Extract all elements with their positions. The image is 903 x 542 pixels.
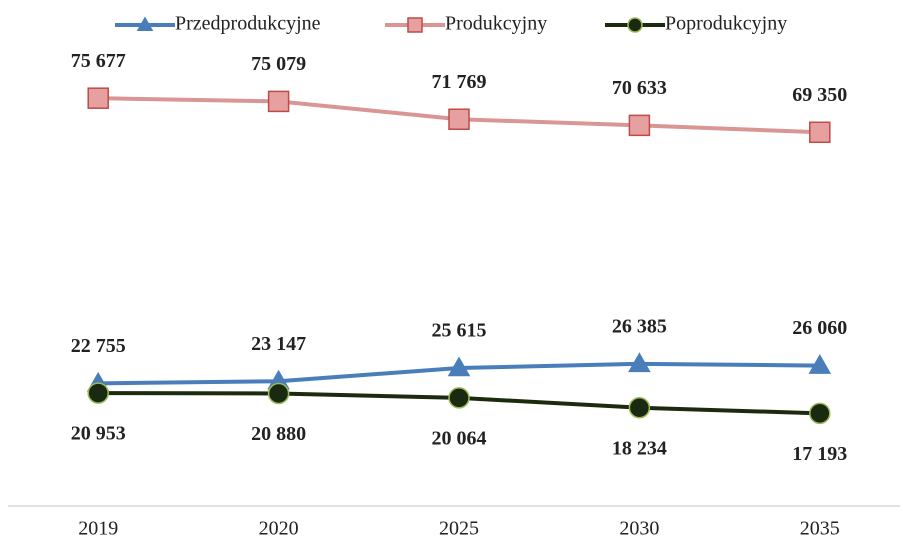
x-tick-label: 2020 <box>259 518 299 540</box>
point-marker <box>628 114 651 137</box>
value-label: 75 079 <box>251 53 306 75</box>
legend-label: Przedprodukcyjne <box>175 13 321 35</box>
value-label: 23 147 <box>251 333 306 355</box>
point-marker <box>267 90 290 113</box>
x-tick-label: 2035 <box>800 518 840 540</box>
value-label: 69 350 <box>792 84 847 106</box>
x-tick-label: 2019 <box>78 518 118 540</box>
point-marker <box>808 354 832 374</box>
legend-marker <box>627 17 643 33</box>
legend-marker <box>407 17 423 33</box>
point-marker <box>628 352 651 373</box>
value-label: 25 615 <box>432 320 487 342</box>
value-label: 17 193 <box>792 443 847 465</box>
point-marker <box>447 356 471 377</box>
value-label: 22 755 <box>71 335 126 357</box>
value-label: 20 880 <box>251 423 306 445</box>
value-label: 18 234 <box>612 437 667 459</box>
value-label: 20 064 <box>432 427 487 449</box>
value-label: 26 060 <box>792 317 847 339</box>
point-marker <box>809 121 831 144</box>
point-marker <box>448 108 470 130</box>
point-marker <box>267 382 290 405</box>
value-label: 75 677 <box>71 50 126 72</box>
value-label: 26 385 <box>612 315 667 337</box>
value-label: 70 633 <box>612 77 667 99</box>
legend-marker <box>136 16 154 31</box>
value-label: 71 769 <box>432 71 487 93</box>
point-marker <box>87 87 109 109</box>
legend-label: Poprodukcyjny <box>665 13 787 35</box>
point-marker <box>809 402 831 425</box>
value-label: 20 953 <box>71 423 126 445</box>
point-marker <box>628 396 651 419</box>
point-marker <box>87 382 109 404</box>
point-marker <box>448 387 470 409</box>
x-tick-label: 2025 <box>439 518 479 540</box>
x-tick-label: 2030 <box>619 518 659 540</box>
legend-label: Produkcyjny <box>445 13 547 35</box>
